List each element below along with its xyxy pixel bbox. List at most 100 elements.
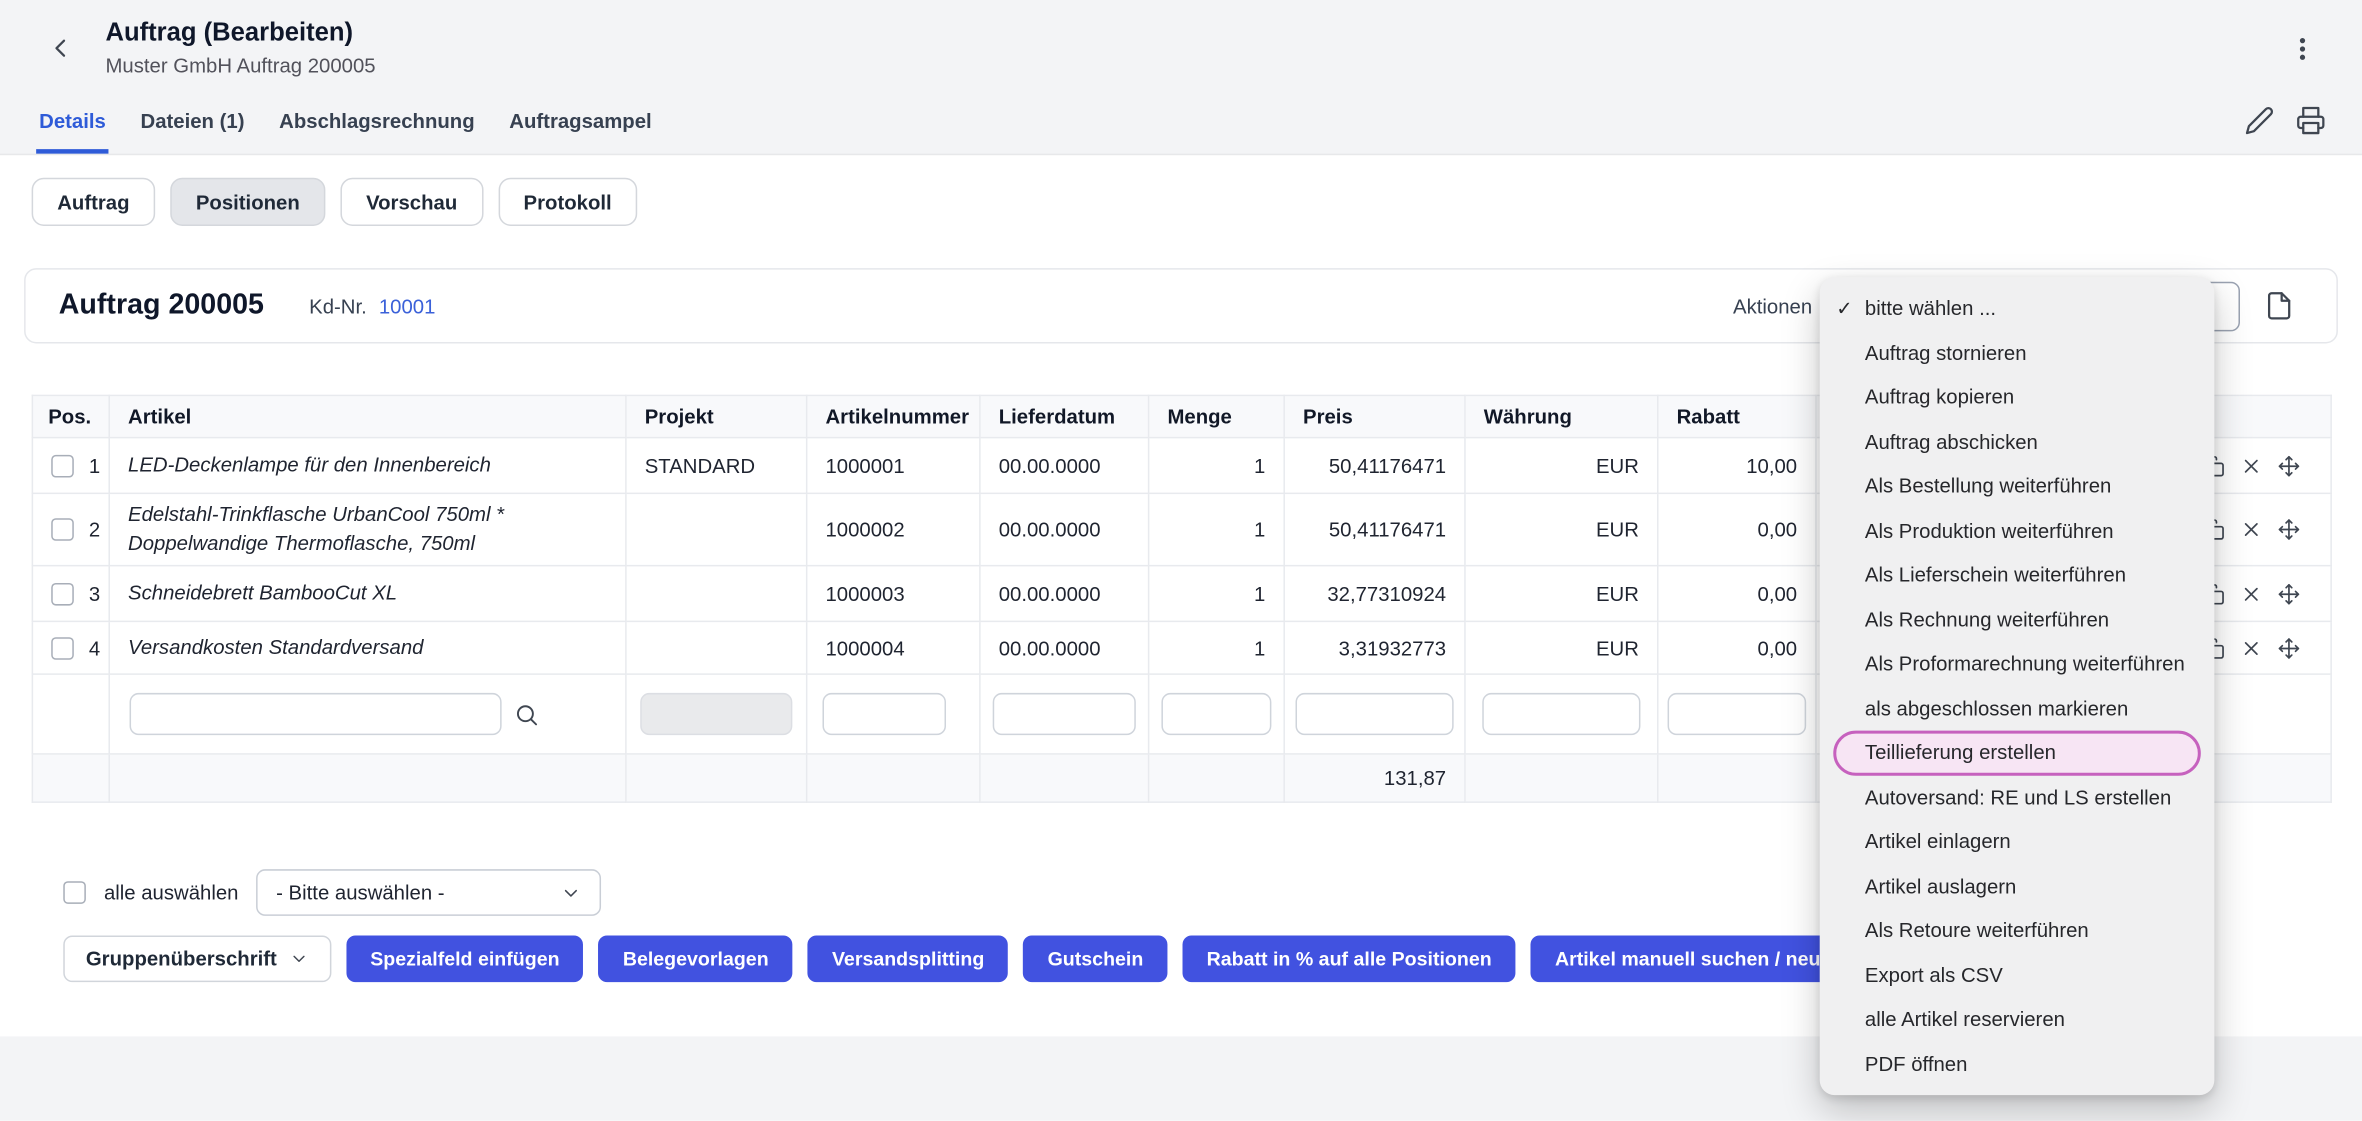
- tab-auftragsampel[interactable]: Auftragsampel: [509, 109, 652, 133]
- footer-button-row: Gruppenüberschrift Spezialfeld einfügen …: [63, 935, 1925, 983]
- bulk-select-row: alle auswählen - Bitte auswählen -: [63, 869, 602, 916]
- gutschein-button[interactable]: Gutschein: [1023, 935, 1168, 983]
- waehrung-cell: EUR: [1464, 436, 1659, 495]
- subnav-positionen[interactable]: Positionen: [170, 177, 326, 226]
- menu-item-als-retoure[interactable]: Als Retoure weiterführen: [1864, 919, 2089, 942]
- check-icon: ✓: [1836, 296, 1853, 319]
- artikel-search-input[interactable]: [129, 692, 502, 736]
- menu-item-auftrag-stornieren[interactable]: Auftrag stornieren: [1864, 341, 2027, 365]
- spezialfeld-button[interactable]: Spezialfeld einfügen: [346, 935, 584, 983]
- preis-cell: 3,31932773: [1283, 620, 1466, 675]
- waehrung-cell: EUR: [1464, 620, 1659, 675]
- pos-number: 4: [88, 636, 101, 660]
- move-row-icon[interactable]: [2278, 454, 2301, 477]
- lieferdatum-input[interactable]: [992, 692, 1136, 736]
- menu-item-auftrag-kopieren[interactable]: Auftrag kopieren: [1864, 386, 2015, 409]
- menu-item-als-lieferschein[interactable]: Als Lieferschein weiterführen: [1864, 563, 2127, 587]
- select-all-checkbox[interactable]: [63, 881, 86, 904]
- menu-item-auftrag-abschicken[interactable]: Auftrag abschicken: [1864, 430, 2038, 454]
- row-checkbox[interactable]: [51, 518, 74, 541]
- move-row-icon[interactable]: [2278, 636, 2301, 659]
- projekt-cell: [625, 564, 808, 623]
- menu-item-bitte-waehlen[interactable]: ✓ bitte wählen ...: [1836, 296, 1997, 320]
- edit-pencil-icon[interactable]: [2245, 105, 2275, 135]
- subnav-protokoll[interactable]: Protokoll: [497, 177, 638, 226]
- rabatt-input[interactable]: [1667, 692, 1807, 736]
- projekt-cell: [625, 620, 808, 675]
- subnav-auftrag[interactable]: Auftrag: [31, 177, 156, 226]
- projekt-input[interactable]: [640, 692, 793, 736]
- subnav-vorschau[interactable]: Vorschau: [340, 177, 483, 226]
- move-row-icon[interactable]: [2278, 518, 2301, 541]
- move-row-icon[interactable]: [2278, 582, 2301, 605]
- chevron-down-icon: [293, 955, 305, 962]
- tab-details[interactable]: Details: [36, 110, 109, 154]
- artikel-cell[interactable]: Versandkosten Standardversand: [108, 620, 627, 675]
- menu-item-alle-artikel-reservieren[interactable]: alle Artikel reservieren: [1864, 1008, 2065, 1031]
- menu-item-export-csv[interactable]: Export als CSV: [1864, 963, 2003, 987]
- pdf-export-icon[interactable]: [2264, 291, 2294, 321]
- delete-row-icon[interactable]: [2240, 454, 2263, 477]
- overflow-menu-button[interactable]: [2284, 30, 2320, 66]
- menge-cell: 1: [1147, 492, 1285, 567]
- tab-abschlagsrechnung[interactable]: Abschlagsrechnung: [279, 109, 475, 133]
- menu-item-artikel-auslagern[interactable]: Artikel auslagern: [1864, 874, 2017, 898]
- artikelnummer-cell: 1000003: [805, 564, 981, 623]
- bulk-select-value: - Bitte auswählen -: [276, 881, 445, 904]
- menu-item-als-bestellung[interactable]: Als Bestellung weiterführen: [1864, 474, 2112, 498]
- col-artikelnummer: Artikelnummer: [805, 394, 981, 439]
- back-button[interactable]: [39, 27, 81, 69]
- col-waehrung: Währung: [1464, 394, 1659, 439]
- belegevorlagen-button[interactable]: Belegevorlagen: [598, 935, 793, 983]
- col-preis: Preis: [1283, 394, 1466, 439]
- customer-number-link[interactable]: 10001: [378, 294, 436, 318]
- row-checkbox[interactable]: [51, 454, 74, 477]
- versandsplitting-button[interactable]: Versandsplitting: [807, 935, 1009, 983]
- artikelnummer-cell: 1000004: [805, 620, 981, 675]
- menu-item-artikel-einlagern[interactable]: Artikel einlagern: [1864, 830, 2011, 853]
- preis-cell: 50,41176471: [1283, 492, 1466, 567]
- preis-input[interactable]: [1295, 692, 1454, 736]
- delete-row-icon[interactable]: [2240, 582, 2263, 605]
- subnav: Auftrag Positionen Vorschau Protokoll: [31, 177, 638, 226]
- rabatt-alle-positionen-button[interactable]: Rabatt in % auf alle Positionen: [1182, 935, 1516, 983]
- waehrung-cell: EUR: [1464, 564, 1659, 623]
- menge-cell: 1: [1147, 436, 1285, 495]
- search-icon[interactable]: [514, 701, 540, 727]
- artikel-cell[interactable]: Edelstahl-Trinkflasche UrbanCool 750ml *…: [108, 492, 627, 567]
- menu-item-als-proformarechnung[interactable]: Als Proformarechnung weiterführen: [1864, 652, 2185, 676]
- menge-cell: 1: [1147, 620, 1285, 675]
- kebab-icon: [2299, 37, 2305, 60]
- menu-item-teillieferung-erstellen[interactable]: Teillieferung erstellen: [1833, 730, 2201, 776]
- artikel-cell[interactable]: Schneidebrett BambooCut XL: [108, 564, 627, 623]
- waehrung-cell: EUR: [1464, 492, 1659, 567]
- action-dropdown-menu: ✓ bitte wählen ... Auftrag stornieren Au…: [1819, 277, 2215, 1096]
- chevron-down-icon: [565, 889, 578, 896]
- row-checkbox[interactable]: [51, 582, 74, 605]
- print-icon[interactable]: [2296, 105, 2326, 135]
- row-checkbox[interactable]: [51, 636, 74, 660]
- gruppenueberschrift-button[interactable]: Gruppenüberschrift: [63, 935, 332, 983]
- rabatt-cell: 10,00: [1657, 436, 1817, 495]
- delete-row-icon[interactable]: [2240, 636, 2263, 659]
- rabatt-cell: 0,00: [1657, 620, 1817, 675]
- menu-item-autoversand[interactable]: Autoversand: RE und LS erstellen: [1864, 785, 2172, 809]
- menu-item-als-rechnung[interactable]: Als Rechnung weiterführen: [1864, 608, 2110, 631]
- col-menge: Menge: [1147, 394, 1285, 439]
- menge-cell: 1: [1147, 564, 1285, 623]
- menu-item-als-produktion[interactable]: Als Produktion weiterführen: [1864, 519, 2114, 542]
- artikelnummer-input[interactable]: [822, 692, 947, 736]
- bulk-action-select[interactable]: - Bitte auswählen -: [256, 869, 602, 916]
- projekt-cell: STANDARD: [625, 436, 808, 495]
- waehrung-input[interactable]: [1482, 692, 1641, 736]
- lieferdatum-cell: 00.00.0000: [979, 492, 1150, 567]
- tab-dateien[interactable]: Dateien (1): [140, 109, 245, 133]
- menge-input[interactable]: [1161, 692, 1272, 736]
- menu-item-abgeschlossen-markieren[interactable]: als abgeschlossen markieren: [1864, 697, 2129, 720]
- total-preis: 131,87: [1283, 753, 1466, 803]
- menu-item-pdf-oeffnen[interactable]: PDF öffnen: [1864, 1052, 1968, 1076]
- chevron-left-icon: [55, 39, 66, 57]
- delete-row-icon[interactable]: [2240, 518, 2263, 541]
- artikel-cell[interactable]: LED-Deckenlampe für den Innenbereich: [108, 436, 627, 495]
